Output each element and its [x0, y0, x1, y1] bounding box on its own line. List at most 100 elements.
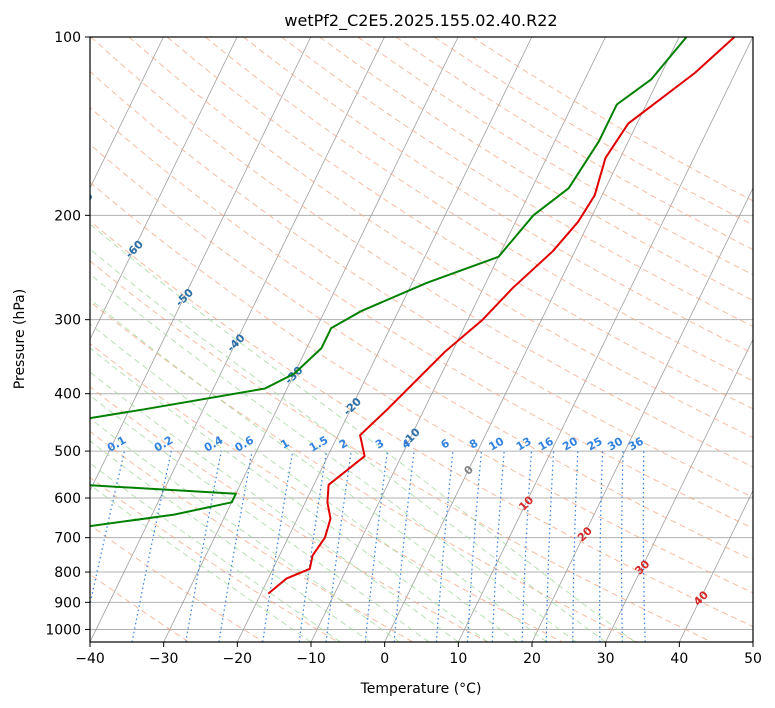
y-tick-label: 600: [54, 491, 81, 507]
dry-adiabat-label: -20: [341, 395, 364, 418]
dry-adiabat-line: [90, 37, 753, 468]
moist-adiabat-line: [90, 371, 459, 642]
dry-adiabat-line: [90, 524, 264, 642]
mixing-ratio-line: [466, 451, 483, 642]
temperature-line: [267, 37, 736, 595]
x-tick-label: −30: [149, 651, 179, 667]
mixing-ratio-line: [131, 450, 172, 642]
dry-adiabat-line: [319, 37, 753, 301]
x-tick-label: 10: [449, 651, 467, 667]
mixing-ratio-line: [599, 451, 604, 642]
dry-adiabat-label: -70: [72, 189, 95, 212]
dry-adiabat-line: [90, 301, 638, 642]
mixing-ratio-line: [218, 450, 253, 642]
x-tick-label: −40: [75, 651, 105, 667]
dry-adiabat-label: -80: [18, 150, 41, 173]
isotherm-line: [163, 37, 459, 642]
mixing-ratio-line: [325, 451, 352, 642]
y-tick-label: 900: [54, 595, 81, 611]
moist-adiabat-line: [90, 298, 547, 642]
y-axis-label: Pressure (hPa): [12, 289, 28, 389]
isotherm-line: [678, 489, 753, 642]
moist-adiabat-line: [90, 323, 518, 642]
isotherm-line: [752, 641, 753, 642]
mixing-ratio-line: [90, 450, 125, 607]
dry-adiabat-line: [90, 476, 339, 642]
plot-frame: [89, 36, 754, 643]
isotherm-line: [236, 37, 533, 642]
y-tick-label: 800: [54, 565, 81, 581]
mixing-ratio-line: [621, 451, 624, 642]
isotherm-line: [531, 187, 753, 642]
y-tick-label: 500: [54, 444, 81, 460]
isotherm-line: [90, 37, 385, 642]
x-tick-label: 40: [670, 651, 688, 667]
moist-adiabat-line: [90, 347, 489, 642]
dry-adiabat-line: [90, 343, 563, 642]
isotherm-line: [90, 37, 312, 492]
dry-adiabat-label: 10: [516, 493, 536, 513]
mixing-ratio-line: [393, 451, 415, 642]
x-tick-label: −20: [223, 651, 253, 667]
y-tick-label: 100: [54, 30, 81, 46]
dry-adiabat-label: -60: [123, 238, 146, 261]
dewpoint-line: [90, 37, 688, 528]
mixing-ratio-line: [545, 451, 555, 642]
y-tick-label: 700: [54, 531, 81, 547]
moist-adiabat-line: [90, 394, 430, 642]
mixing-ratio-line: [491, 451, 505, 642]
mixing-ratio-line: [435, 451, 454, 642]
moist-adiabat-line: [90, 440, 371, 642]
dry-adiabat-label: 0: [461, 463, 476, 478]
x-tick-label: 30: [597, 651, 615, 667]
x-axis-label: Temperature (°C): [360, 681, 482, 697]
moist-adiabat-line: [90, 484, 312, 642]
x-tick-label: 20: [523, 651, 541, 667]
isotherm-line: [90, 37, 238, 341]
dry-adiabat-line: [204, 37, 753, 382]
mixing-ratio-label: 2: [337, 437, 350, 452]
isotherm-line: [384, 37, 680, 642]
dry-adiabat-line: [243, 37, 753, 354]
dry-adiabat-line: [90, 181, 753, 594]
y-tick-label: 300: [54, 313, 81, 329]
x-tick-label: 50: [744, 651, 762, 667]
isotherm-line: [605, 338, 753, 642]
dry-adiabat-label: -40: [224, 331, 247, 354]
y-tick-label: 1000: [45, 622, 81, 638]
isotherm-line: [457, 37, 753, 642]
dry-adiabat-line: [90, 260, 712, 642]
dry-adiabat-line: [90, 573, 190, 642]
dry-adiabat-line: [90, 220, 753, 628]
mixing-ratio-line: [298, 451, 328, 642]
mixing-ratio-line: [521, 451, 533, 642]
dry-adiabat-label: 30: [632, 557, 652, 577]
dry-adiabat-line: [357, 37, 753, 276]
moist-adiabat-line: [90, 273, 577, 642]
dry-adiabat-line: [128, 37, 753, 439]
mixing-ratio-line: [572, 451, 579, 642]
y-tick-label: 400: [54, 387, 81, 403]
mixing-ratio-line: [262, 451, 294, 642]
mixing-ratio-label: 3: [373, 437, 386, 452]
dry-adiabat-line: [90, 143, 753, 561]
mixing-ratio-line: [364, 451, 389, 642]
moist-adiabat-line: [90, 417, 400, 642]
moist-adiabat-line: [90, 223, 636, 642]
y-tick-label: 200: [54, 208, 81, 224]
dry-adiabat-line: [90, 386, 488, 642]
dry-adiabat-line: [472, 37, 753, 202]
mixing-ratio-line: [642, 451, 646, 642]
isotherm-line: [90, 37, 164, 189]
dry-adiabat-line: [395, 37, 753, 251]
chart-title: wetPf2_C2E5.2025.155.02.40.R22: [284, 11, 557, 31]
x-tick-label: −10: [296, 651, 326, 667]
mixing-ratio-label: 6: [439, 436, 452, 451]
moist-adiabat-line: [90, 248, 606, 642]
dry-adiabat-line: [166, 37, 753, 410]
mixing-ratio-label: 1: [278, 437, 291, 452]
x-tick-label: 0: [380, 651, 389, 667]
dry-adiabat-label: 20: [575, 524, 595, 544]
dry-adiabat-line: [281, 37, 753, 328]
